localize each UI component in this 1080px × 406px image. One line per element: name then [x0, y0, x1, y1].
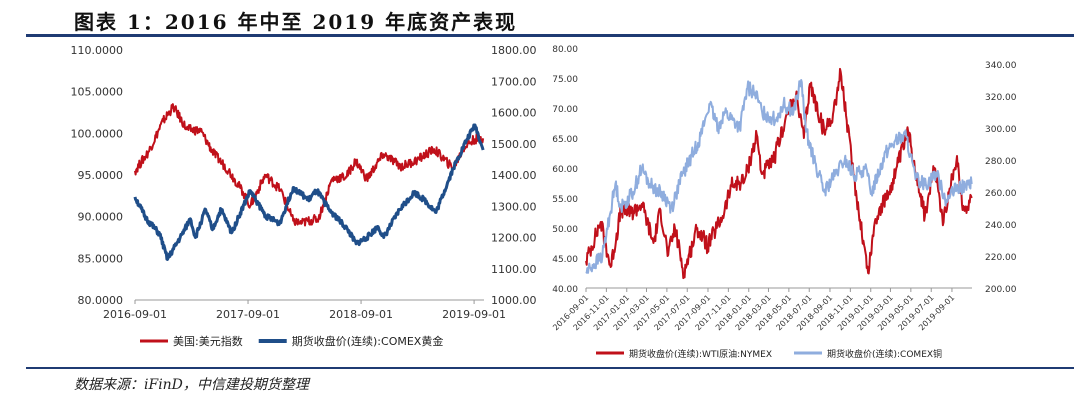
right-ytick-right: 340.00: [985, 61, 1017, 71]
right-ytick-left: 50.00: [552, 225, 578, 235]
title-rule: [26, 34, 1074, 37]
left-ytick-right: 1200.00: [491, 232, 537, 245]
chart-gold-usd-svg: 80.0000 85.0000 90.0000 95.0000 100.0000 105.…: [71, 44, 537, 348]
right-legend-label: 期货收盘价(连续):WTI原油:NYMEX: [629, 348, 772, 360]
left-ytick-left: 110.0000: [71, 44, 124, 57]
left-ytick-left: 95.0000: [78, 169, 124, 182]
left-ytick-left: 105.0000: [71, 86, 124, 99]
right-ytick-left: 40.00: [552, 285, 578, 295]
left-xtick-label: 2019-09-01: [442, 308, 506, 321]
source-note: 数据来源：iFinD，中信建投期货整理: [74, 377, 309, 393]
right-ytick-left: 75.00: [552, 75, 578, 85]
left-series-line-2: [133, 123, 485, 261]
left-ytick-right: 1700.00: [491, 75, 537, 88]
left-legend-label: 美国:美元指数: [173, 334, 243, 348]
left-ytick-left: 100.0000: [71, 127, 124, 140]
right-ytick-right: 220.00: [985, 253, 1017, 263]
left-xtick-label: 2017-09-01: [216, 308, 280, 321]
left-xtick-label: 2018-09-01: [329, 308, 393, 321]
right-ytick-left: 45.00: [552, 255, 578, 265]
left-ytick-right: 1300.00: [491, 200, 537, 213]
right-ytick-left: 65.00: [552, 135, 578, 145]
left-ytick-right: 1100.00: [491, 263, 537, 276]
right-ytick-left: 70.00: [552, 105, 578, 115]
right-series-line-2: [585, 79, 973, 274]
left-ytick-left: 80.0000: [78, 294, 124, 307]
right-legend-label: 期货收盘价(连续):COMEX铜: [827, 348, 942, 360]
chart-oil-copper: 40.00 45.00 50.00 55.00 60.00 65.00 70.00 75.00…: [540, 38, 1080, 366]
left-xtick-label: 2016-09-01: [103, 308, 167, 321]
right-ytick-left: 55.00: [552, 195, 578, 205]
right-ytick-right: 260.00: [985, 189, 1017, 199]
left-ytick-right: 1500.00: [491, 138, 537, 151]
right-ytick-right: 300.00: [985, 125, 1017, 135]
left-ytick-right: 1600.00: [491, 107, 537, 120]
chart-gold-usd: 80.0000 85.0000 90.0000 95.0000 100.0000 105.…: [0, 38, 540, 366]
right-ytick-left: 80.00: [552, 45, 578, 55]
source-rule: [26, 367, 1074, 369]
right-ytick-left: 60.00: [552, 165, 578, 175]
chart-oil-copper-svg: 40.00 45.00 50.00 55.00 60.00 65.00 70.00 75.00…: [551, 45, 1017, 360]
left-ytick-right: 1800.00: [491, 44, 537, 57]
right-ytick-right: 320.00: [985, 93, 1017, 103]
left-ytick-left: 85.0000: [78, 252, 124, 265]
left-ytick-right: 1400.00: [491, 169, 537, 182]
page-title: 图表 1：2016 年中至 2019 年底资产表现: [74, 10, 518, 34]
right-ytick-right: 240.00: [985, 221, 1017, 231]
right-ytick-right: 280.00: [985, 157, 1017, 167]
left-legend-label: 期货收盘价(连续):COMEX黄金: [292, 334, 444, 348]
left-ytick-left: 90.0000: [78, 211, 124, 224]
right-ytick-right: 200.00: [985, 285, 1017, 295]
left-series-line-1: [134, 103, 485, 227]
left-ytick-right: 1000.00: [491, 294, 537, 307]
right-series-line-1: [585, 67, 973, 280]
